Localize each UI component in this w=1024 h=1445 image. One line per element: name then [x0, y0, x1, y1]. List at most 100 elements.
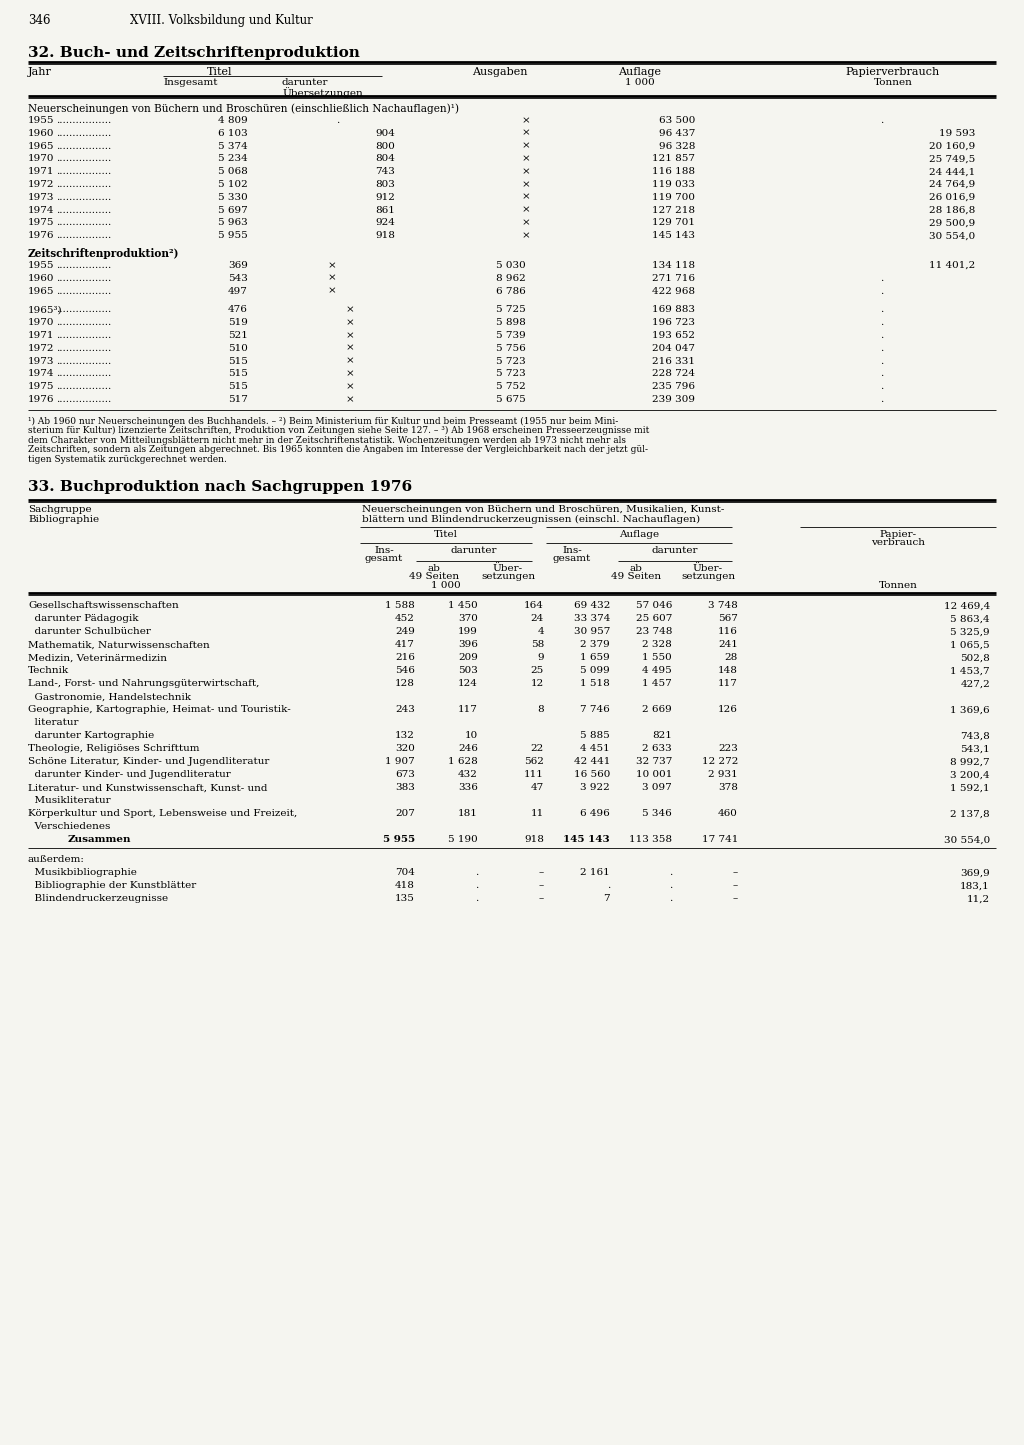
Text: Zeitschriftenproduktion²): Zeitschriftenproduktion²) — [28, 249, 179, 259]
Text: 29 500,9: 29 500,9 — [929, 218, 975, 227]
Text: 7: 7 — [603, 894, 610, 903]
Text: .: . — [475, 881, 478, 890]
Text: 383: 383 — [395, 783, 415, 792]
Text: 148: 148 — [718, 666, 738, 675]
Text: 1 453,7: 1 453,7 — [950, 666, 990, 675]
Text: –: – — [539, 868, 544, 877]
Text: 12: 12 — [530, 679, 544, 688]
Text: 121 857: 121 857 — [652, 155, 695, 163]
Text: darunter: darunter — [451, 546, 498, 555]
Text: ×: × — [521, 231, 530, 240]
Text: 918: 918 — [375, 231, 395, 240]
Text: blättern und Blindendruckerzeugnissen (einschl. Nachauflagen): blättern und Blindendruckerzeugnissen (e… — [362, 516, 700, 525]
Text: 1 592,1: 1 592,1 — [950, 783, 990, 792]
Text: 1 550: 1 550 — [642, 653, 672, 662]
Text: .................: ................. — [56, 181, 112, 189]
Text: 111: 111 — [524, 770, 544, 779]
Text: 32 737: 32 737 — [636, 757, 672, 766]
Text: ×: × — [328, 286, 336, 296]
Text: 567: 567 — [718, 614, 738, 623]
Text: 5 756: 5 756 — [497, 344, 526, 353]
Text: .................: ................. — [56, 286, 112, 296]
Text: ×: × — [521, 192, 530, 202]
Text: 1 907: 1 907 — [385, 757, 415, 766]
Text: ×: × — [521, 155, 530, 163]
Text: 673: 673 — [395, 770, 415, 779]
Text: 1 065,5: 1 065,5 — [950, 640, 990, 649]
Text: Verschiedenes: Verschiedenes — [28, 822, 111, 831]
Text: 49 Seiten: 49 Seiten — [409, 572, 459, 581]
Text: 8: 8 — [538, 705, 544, 714]
Text: ab: ab — [428, 565, 440, 574]
Text: 1 369,6: 1 369,6 — [950, 705, 990, 714]
Text: 5 325,9: 5 325,9 — [950, 627, 990, 636]
Text: 515: 515 — [228, 370, 248, 379]
Text: 1955: 1955 — [28, 116, 54, 126]
Text: 704: 704 — [395, 868, 415, 877]
Text: Bibliographie der Kunstblätter: Bibliographie der Kunstblätter — [28, 881, 197, 890]
Text: 1976: 1976 — [28, 394, 54, 405]
Text: 546: 546 — [395, 666, 415, 675]
Text: 1 659: 1 659 — [581, 653, 610, 662]
Text: 5 675: 5 675 — [497, 394, 526, 405]
Text: 2 161: 2 161 — [581, 868, 610, 877]
Text: .: . — [475, 894, 478, 903]
Text: .: . — [881, 286, 884, 296]
Text: 5 723: 5 723 — [497, 370, 526, 379]
Text: Zusammen: Zusammen — [68, 835, 131, 844]
Text: 8 962: 8 962 — [497, 273, 526, 283]
Text: 5 963: 5 963 — [218, 218, 248, 227]
Text: 26 016,9: 26 016,9 — [929, 192, 975, 202]
Text: 164: 164 — [524, 601, 544, 610]
Text: ×: × — [346, 394, 354, 405]
Text: Papierverbrauch: Papierverbrauch — [846, 66, 940, 77]
Text: 417: 417 — [395, 640, 415, 649]
Text: 4 495: 4 495 — [642, 666, 672, 675]
Text: 5 955: 5 955 — [218, 231, 248, 240]
Text: darunter Kinder- und Jugendliteratur: darunter Kinder- und Jugendliteratur — [28, 770, 230, 779]
Text: 370: 370 — [458, 614, 478, 623]
Text: Auflage: Auflage — [618, 530, 659, 539]
Text: 12 469,4: 12 469,4 — [944, 601, 990, 610]
Text: 181: 181 — [458, 809, 478, 818]
Text: 924: 924 — [375, 218, 395, 227]
Text: 1974: 1974 — [28, 205, 54, 215]
Text: .: . — [881, 381, 884, 392]
Text: 1965³): 1965³) — [28, 305, 62, 315]
Text: 116: 116 — [718, 627, 738, 636]
Text: 9: 9 — [538, 653, 544, 662]
Text: ×: × — [346, 357, 354, 366]
Text: 28: 28 — [725, 653, 738, 662]
Text: 1 518: 1 518 — [581, 679, 610, 688]
Text: 5 955: 5 955 — [383, 835, 415, 844]
Text: 427,2: 427,2 — [961, 679, 990, 688]
Text: 5 374: 5 374 — [218, 142, 248, 150]
Text: .................: ................. — [56, 205, 112, 215]
Text: 28 186,8: 28 186,8 — [929, 205, 975, 215]
Text: 69 432: 69 432 — [573, 601, 610, 610]
Text: darunter Schulbücher: darunter Schulbücher — [28, 627, 151, 636]
Text: 11: 11 — [530, 809, 544, 818]
Text: 33 374: 33 374 — [573, 614, 610, 623]
Text: 562: 562 — [524, 757, 544, 766]
Text: .................: ................. — [56, 218, 112, 227]
Text: Über-: Über- — [693, 565, 723, 574]
Text: .................: ................. — [56, 357, 112, 366]
Text: .................: ................. — [56, 168, 112, 176]
Text: 33. Buchproduktion nach Sachgruppen 1976: 33. Buchproduktion nach Sachgruppen 1976 — [28, 480, 412, 494]
Text: .: . — [336, 116, 340, 126]
Text: .: . — [881, 305, 884, 315]
Text: 6 103: 6 103 — [218, 129, 248, 137]
Text: 422 968: 422 968 — [652, 286, 695, 296]
Text: 510: 510 — [228, 344, 248, 353]
Text: 5 330: 5 330 — [218, 192, 248, 202]
Text: 16 560: 16 560 — [573, 770, 610, 779]
Text: .: . — [607, 881, 610, 890]
Text: 803: 803 — [375, 181, 395, 189]
Text: 1 628: 1 628 — [449, 757, 478, 766]
Text: 320: 320 — [395, 744, 415, 753]
Text: ×: × — [346, 370, 354, 379]
Text: 1971: 1971 — [28, 331, 54, 340]
Text: Geographie, Kartographie, Heimat- und Touristik-: Geographie, Kartographie, Heimat- und To… — [28, 705, 291, 714]
Text: 117: 117 — [458, 705, 478, 714]
